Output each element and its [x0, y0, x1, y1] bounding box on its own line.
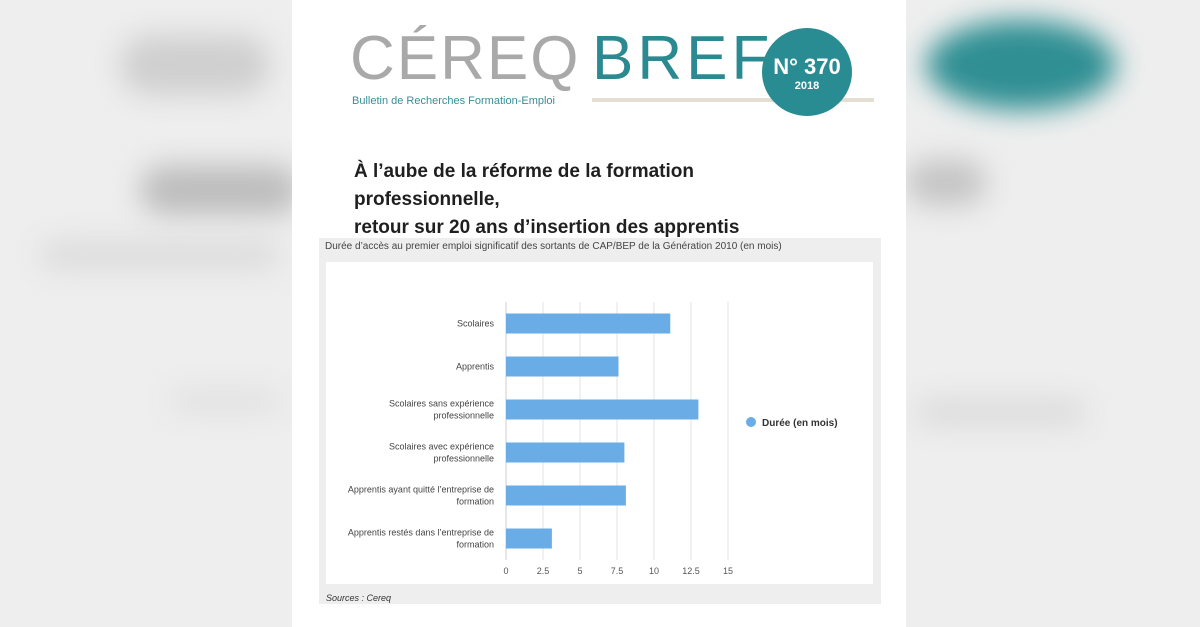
x-tick-label: 15 — [723, 566, 733, 576]
category-label: Apprentis — [456, 362, 495, 372]
chart-area: 0 2.5 5 7.5 10 12.5 15 Scolaires Apprentis Scolai… — [326, 262, 873, 584]
series-logo: BREF — [592, 24, 774, 93]
category-label: Scolaires sans expérience — [389, 399, 494, 409]
logo-rule — [592, 98, 874, 102]
bar-chart: 0 2.5 5 7.5 10 12.5 15 Scolaires Apprentis Scolai… — [348, 302, 838, 576]
x-tick-label: 0 — [503, 566, 508, 576]
legend-label: Durée (en mois) — [762, 418, 838, 429]
x-tick-label: 12.5 — [682, 566, 700, 576]
brand-logo: CÉREQ — [350, 24, 581, 93]
category-label: Scolaires — [457, 319, 495, 329]
legend-marker — [746, 417, 756, 427]
category-label: formation — [456, 540, 494, 550]
x-tick-label: 10 — [649, 566, 659, 576]
x-tick-label: 2.5 — [537, 566, 550, 576]
bar — [506, 442, 625, 463]
category-label: professionnelle — [433, 411, 494, 421]
tagline: Bulletin de Recherches Formation-Emploi — [352, 95, 555, 107]
category-label: Apprentis restés dans l’entreprise de — [348, 528, 494, 538]
blurred-backdrop-left — [0, 0, 292, 627]
page-title: À l’aube de la réforme de la formation p… — [354, 158, 814, 242]
title-line-2: retour sur 20 ans d’insertion des appren… — [354, 217, 740, 238]
issue-badge: N° 370 2018 — [762, 28, 852, 116]
bar — [506, 399, 699, 420]
bar — [506, 485, 626, 506]
bar — [506, 528, 552, 549]
issue-number: N° 370 — [773, 54, 841, 79]
x-tick-label: 5 — [577, 566, 582, 576]
category-label: Apprentis ayant quitté l’entreprise de — [348, 485, 494, 495]
category-label: professionnelle — [433, 454, 494, 464]
figure-panel: Durée d’accès au premier emploi signific… — [319, 238, 881, 604]
blurred-backdrop-right — [906, 0, 1200, 627]
publication-card: CÉREQ BREF Bulletin de Recherches Format… — [292, 0, 906, 627]
title-line-1: À l’aube de la réforme de la formation p… — [354, 161, 694, 210]
issue-year: 2018 — [794, 80, 820, 92]
category-label: formation — [456, 497, 494, 507]
bar — [506, 356, 619, 377]
figure-sources: Sources : Cereq — [326, 593, 392, 603]
category-label: Scolaires avec expérience — [389, 442, 494, 452]
x-tick-label: 7.5 — [611, 566, 624, 576]
bar — [506, 313, 671, 334]
figure-caption: Durée d’accès au premier emploi signific… — [325, 241, 782, 252]
